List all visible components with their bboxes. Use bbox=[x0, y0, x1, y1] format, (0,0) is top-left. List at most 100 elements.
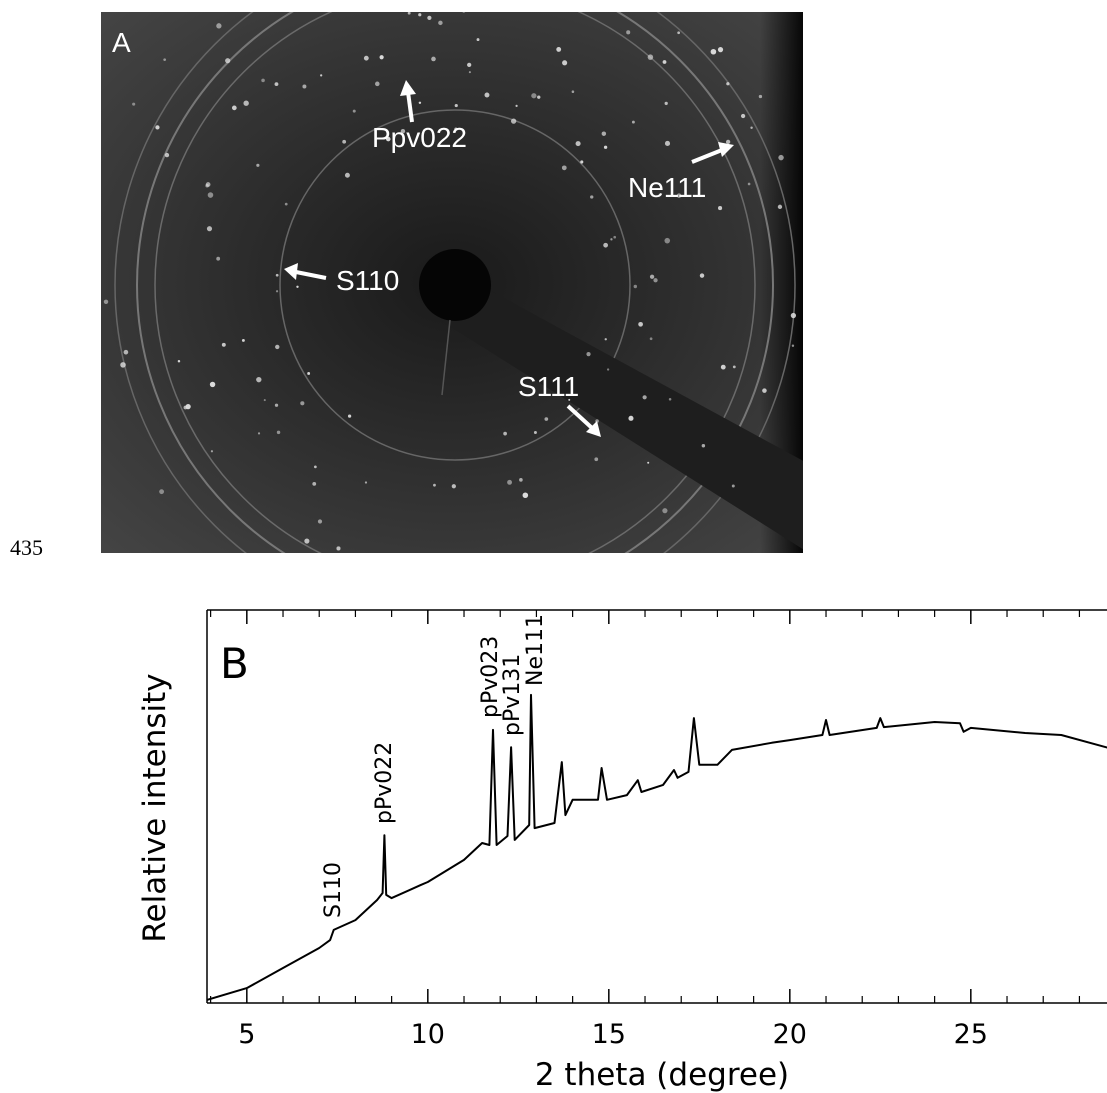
spot bbox=[740, 113, 746, 119]
spot bbox=[699, 273, 705, 278]
spot bbox=[312, 481, 317, 486]
spot bbox=[225, 58, 231, 64]
x-tick-label: 20 bbox=[773, 1019, 807, 1050]
spot bbox=[431, 56, 436, 62]
arrow bbox=[295, 270, 327, 280]
spot bbox=[718, 206, 723, 211]
spot bbox=[731, 484, 735, 488]
ring bbox=[136, 12, 774, 553]
spot bbox=[427, 15, 432, 20]
spot bbox=[300, 401, 305, 406]
spot bbox=[717, 47, 724, 53]
spot bbox=[307, 372, 311, 375]
spot bbox=[725, 139, 731, 145]
spot bbox=[628, 415, 634, 421]
panel-label: B bbox=[220, 639, 249, 688]
spot bbox=[257, 432, 261, 435]
peak-label: S110 bbox=[321, 862, 346, 918]
ring bbox=[114, 12, 796, 553]
spot bbox=[747, 182, 751, 186]
spot bbox=[758, 94, 763, 99]
spot bbox=[647, 54, 654, 60]
spot bbox=[263, 399, 266, 402]
peak-label: pPv023 bbox=[478, 636, 503, 718]
spot bbox=[352, 109, 356, 113]
annotation: Ppv022 bbox=[372, 122, 467, 153]
spot bbox=[594, 457, 599, 462]
spot bbox=[163, 58, 167, 62]
spot bbox=[594, 628, 598, 632]
spot bbox=[438, 20, 443, 26]
spot bbox=[164, 152, 170, 158]
spot bbox=[590, 195, 594, 199]
spot bbox=[664, 237, 671, 244]
spot bbox=[533, 430, 537, 434]
streak bbox=[441, 319, 451, 396]
spot bbox=[120, 362, 126, 368]
spot bbox=[546, 586, 549, 589]
spot bbox=[544, 417, 549, 421]
spot bbox=[575, 141, 581, 147]
x-tick-label: 5 bbox=[238, 1019, 255, 1050]
spot bbox=[662, 508, 668, 514]
spot bbox=[649, 337, 653, 341]
arrow bbox=[406, 91, 414, 123]
beamstop-shadow bbox=[440, 255, 803, 550]
spot bbox=[243, 100, 249, 106]
spot bbox=[467, 62, 472, 67]
spot bbox=[778, 154, 784, 161]
spot bbox=[664, 140, 671, 147]
spot bbox=[433, 483, 436, 487]
annotation: Ne111 bbox=[628, 172, 706, 203]
spot bbox=[613, 235, 617, 239]
spot bbox=[638, 321, 643, 327]
spot bbox=[209, 381, 216, 388]
spot bbox=[206, 226, 213, 232]
spot bbox=[364, 481, 368, 484]
spot bbox=[668, 398, 672, 401]
spot bbox=[261, 78, 265, 83]
spot bbox=[815, 284, 818, 287]
spot bbox=[515, 104, 518, 108]
spot bbox=[604, 338, 607, 341]
spot bbox=[519, 478, 523, 482]
chart: B 2 theta (degree) Relative intensity S1… bbox=[137, 609, 1107, 1093]
spot bbox=[537, 95, 541, 99]
spot bbox=[274, 82, 279, 87]
spot bbox=[732, 365, 736, 369]
spot bbox=[790, 312, 797, 319]
spot bbox=[418, 101, 422, 105]
spot bbox=[336, 546, 341, 551]
spot bbox=[275, 290, 279, 293]
arrowhead bbox=[718, 142, 734, 157]
spot bbox=[284, 202, 288, 206]
spot bbox=[216, 23, 222, 29]
spot bbox=[451, 484, 456, 489]
spot bbox=[344, 172, 350, 178]
spot bbox=[653, 278, 658, 283]
spot bbox=[320, 74, 323, 77]
spot bbox=[726, 82, 730, 86]
spot bbox=[216, 256, 221, 261]
arrowhead bbox=[400, 80, 416, 96]
spot bbox=[302, 84, 307, 89]
spot bbox=[601, 131, 607, 136]
spot bbox=[510, 118, 517, 124]
spot bbox=[132, 102, 136, 106]
spot bbox=[304, 538, 310, 544]
spot bbox=[664, 101, 668, 106]
y-axis-label: Relative intensity bbox=[137, 673, 173, 942]
spot bbox=[205, 182, 211, 187]
spot bbox=[603, 242, 609, 248]
spot bbox=[185, 404, 191, 410]
spot bbox=[762, 388, 767, 393]
spot bbox=[454, 103, 458, 108]
spot bbox=[363, 55, 369, 61]
spot bbox=[507, 479, 513, 485]
spot bbox=[454, 127, 458, 131]
spot bbox=[677, 31, 681, 35]
spot bbox=[701, 444, 706, 448]
spot bbox=[296, 285, 299, 288]
spot bbox=[407, 12, 411, 15]
